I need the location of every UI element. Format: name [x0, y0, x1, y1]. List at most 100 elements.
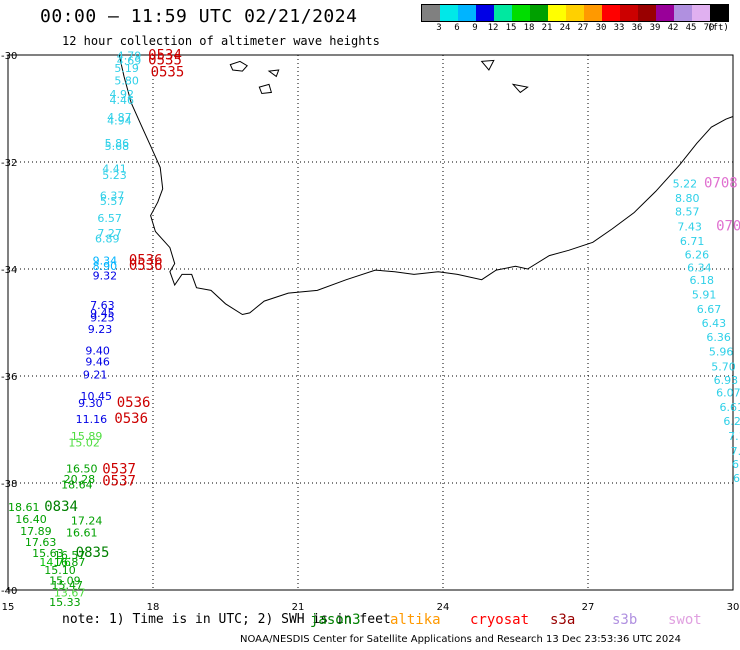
- wave-height-reading: 15.89: [71, 430, 103, 443]
- wave-height-reading: 6.26: [685, 248, 710, 261]
- wave-height-reading: 15.10: [44, 564, 76, 577]
- wave-height-reading: 5.96: [709, 346, 734, 359]
- wave-height-reading: 16.61: [66, 527, 98, 540]
- pass-time-label: 0834: [44, 499, 78, 515]
- legend-swatch: [494, 5, 512, 21]
- x-tick-label: 27: [582, 602, 595, 613]
- wave-height-reading: 9.46: [85, 355, 110, 368]
- wave-height-reading: 5.68: [105, 140, 129, 153]
- wave-height-reading: 9.34: [93, 255, 118, 268]
- wave-height-reading: 18.61: [8, 501, 40, 514]
- inland-water-outline: [511, 83, 529, 94]
- wave-height-reading: 5.22: [673, 178, 698, 191]
- wave-height-reading: 5.19: [114, 62, 139, 75]
- wave-height-reading: 6.93: [714, 374, 739, 387]
- wave-height-reading: 7.43: [677, 220, 702, 233]
- legend-label: 36: [631, 23, 643, 33]
- legend-swatch: [476, 5, 494, 21]
- wave-height-reading: 15.02: [68, 437, 100, 450]
- pass-time-label: 0536: [129, 258, 163, 274]
- legend-swatch: [530, 5, 548, 21]
- wave-height-reading: 7.27: [97, 227, 122, 240]
- wave-height-reading: 9.40: [85, 345, 110, 358]
- y-tick-label: -34: [1, 265, 17, 276]
- y-tick-label: -38: [1, 479, 17, 490]
- legend-swatch: [548, 5, 566, 21]
- wave-height-reading: 4.87: [107, 111, 132, 124]
- wave-height-reading: 16.40: [15, 513, 47, 526]
- wave-height-reading: 17.63: [25, 536, 56, 549]
- pass-time-label: 0536: [129, 253, 163, 269]
- pass-time-label: 0835: [76, 545, 110, 561]
- wave-height-reading: 5.91: [692, 288, 717, 301]
- wave-height-reading: 5.80: [114, 74, 139, 87]
- legend-label: 15: [505, 23, 517, 33]
- legend-label: 12: [487, 23, 499, 33]
- legend-swatch: [692, 5, 710, 21]
- wave-height-reading: 15.47: [52, 579, 84, 592]
- legend-label: 30: [595, 23, 607, 33]
- pass-time-label: 0708: [704, 176, 738, 192]
- wave-height-reading: 14.76: [39, 556, 71, 569]
- legend-label: 70: [703, 23, 715, 33]
- pass-time-label: 070: [716, 218, 740, 234]
- legend-swatch: [710, 5, 728, 21]
- legend-labels: 3 6 9 12 15 18 21 24 27 30 33 36 39 42 45 70 (ft): [421, 23, 729, 35]
- pass-time-label: 0535: [151, 64, 185, 80]
- footer-note: note: 1) Time is in UTC; 2) SWH is in fe…: [62, 612, 391, 627]
- legend-swatches: [421, 4, 729, 22]
- legend-label: 33: [613, 23, 625, 33]
- legend-swatch: [422, 5, 440, 21]
- wave-height-reading: 4.46: [110, 94, 135, 107]
- legend-label: 24: [559, 23, 571, 33]
- legend-label: 9: [472, 23, 478, 33]
- wave-height-reading: 6.34: [687, 262, 712, 275]
- legend-label: 27: [577, 23, 589, 33]
- wave-height-reading: 6.18: [690, 274, 715, 287]
- wave-height-reading: 17.24: [71, 515, 103, 528]
- wave-height-reading: 5.86: [105, 137, 129, 150]
- wave-height-reading: 10.45: [81, 390, 113, 403]
- y-tick-label: -36: [1, 372, 17, 383]
- wave-height-reading: 6.71: [680, 235, 705, 248]
- page-subtitle: 12 hour collection of altimeter wave hei…: [62, 34, 380, 48]
- satellite-key-altika: altika: [390, 612, 441, 628]
- wave-height-reading: 16.87: [54, 556, 86, 569]
- x-tick-label: 15: [2, 602, 15, 613]
- legend-label: 18: [523, 23, 535, 33]
- wave-height-reading: 6.67: [697, 303, 722, 316]
- wave-height-reading: 16.50: [66, 462, 98, 475]
- legend-swatch: [512, 5, 530, 21]
- wave-height-reading: 9.25: [90, 311, 115, 324]
- wave-height-reading: 7.1: [728, 430, 740, 443]
- y-tick-label: -40: [1, 586, 17, 597]
- legend-swatch: [656, 5, 674, 21]
- wave-height-reading: 6.37: [100, 189, 125, 202]
- wave-height-reading: 9.30: [78, 397, 103, 410]
- y-tick-label: -30: [1, 51, 17, 62]
- wave-height-reading: 16.57: [54, 549, 86, 562]
- wave-height-reading: 6.57: [97, 212, 122, 225]
- satellite-key-jason3: jason3: [310, 612, 361, 628]
- x-tick-label: 21: [292, 602, 305, 613]
- wave-height-reading: 6: [732, 458, 739, 471]
- wave-height-reading: 8.80: [675, 192, 700, 205]
- inland-water-outline: [258, 83, 273, 95]
- wave-height-reading: 18.64: [61, 478, 93, 491]
- wave-height-reading: 15.33: [49, 596, 80, 609]
- wave-height-reading: 4.92: [110, 88, 135, 101]
- wave-height-reading: 6.89: [95, 232, 120, 245]
- legend-label: 21: [541, 23, 553, 33]
- pass-time-label: 0537: [102, 474, 136, 490]
- wave-height-reading: 4.41: [102, 163, 127, 176]
- legend-swatch: [620, 5, 638, 21]
- legend-label: 39: [649, 23, 661, 33]
- satellite-key-cryosat: cryosat: [470, 612, 530, 628]
- legend-swatch: [674, 5, 692, 21]
- legend-swatch: [458, 5, 476, 21]
- legend-swatch: [638, 5, 656, 21]
- wave-height-reading: 13.67: [54, 586, 86, 599]
- inland-water-outline: [267, 69, 280, 78]
- coastline: [118, 54, 734, 316]
